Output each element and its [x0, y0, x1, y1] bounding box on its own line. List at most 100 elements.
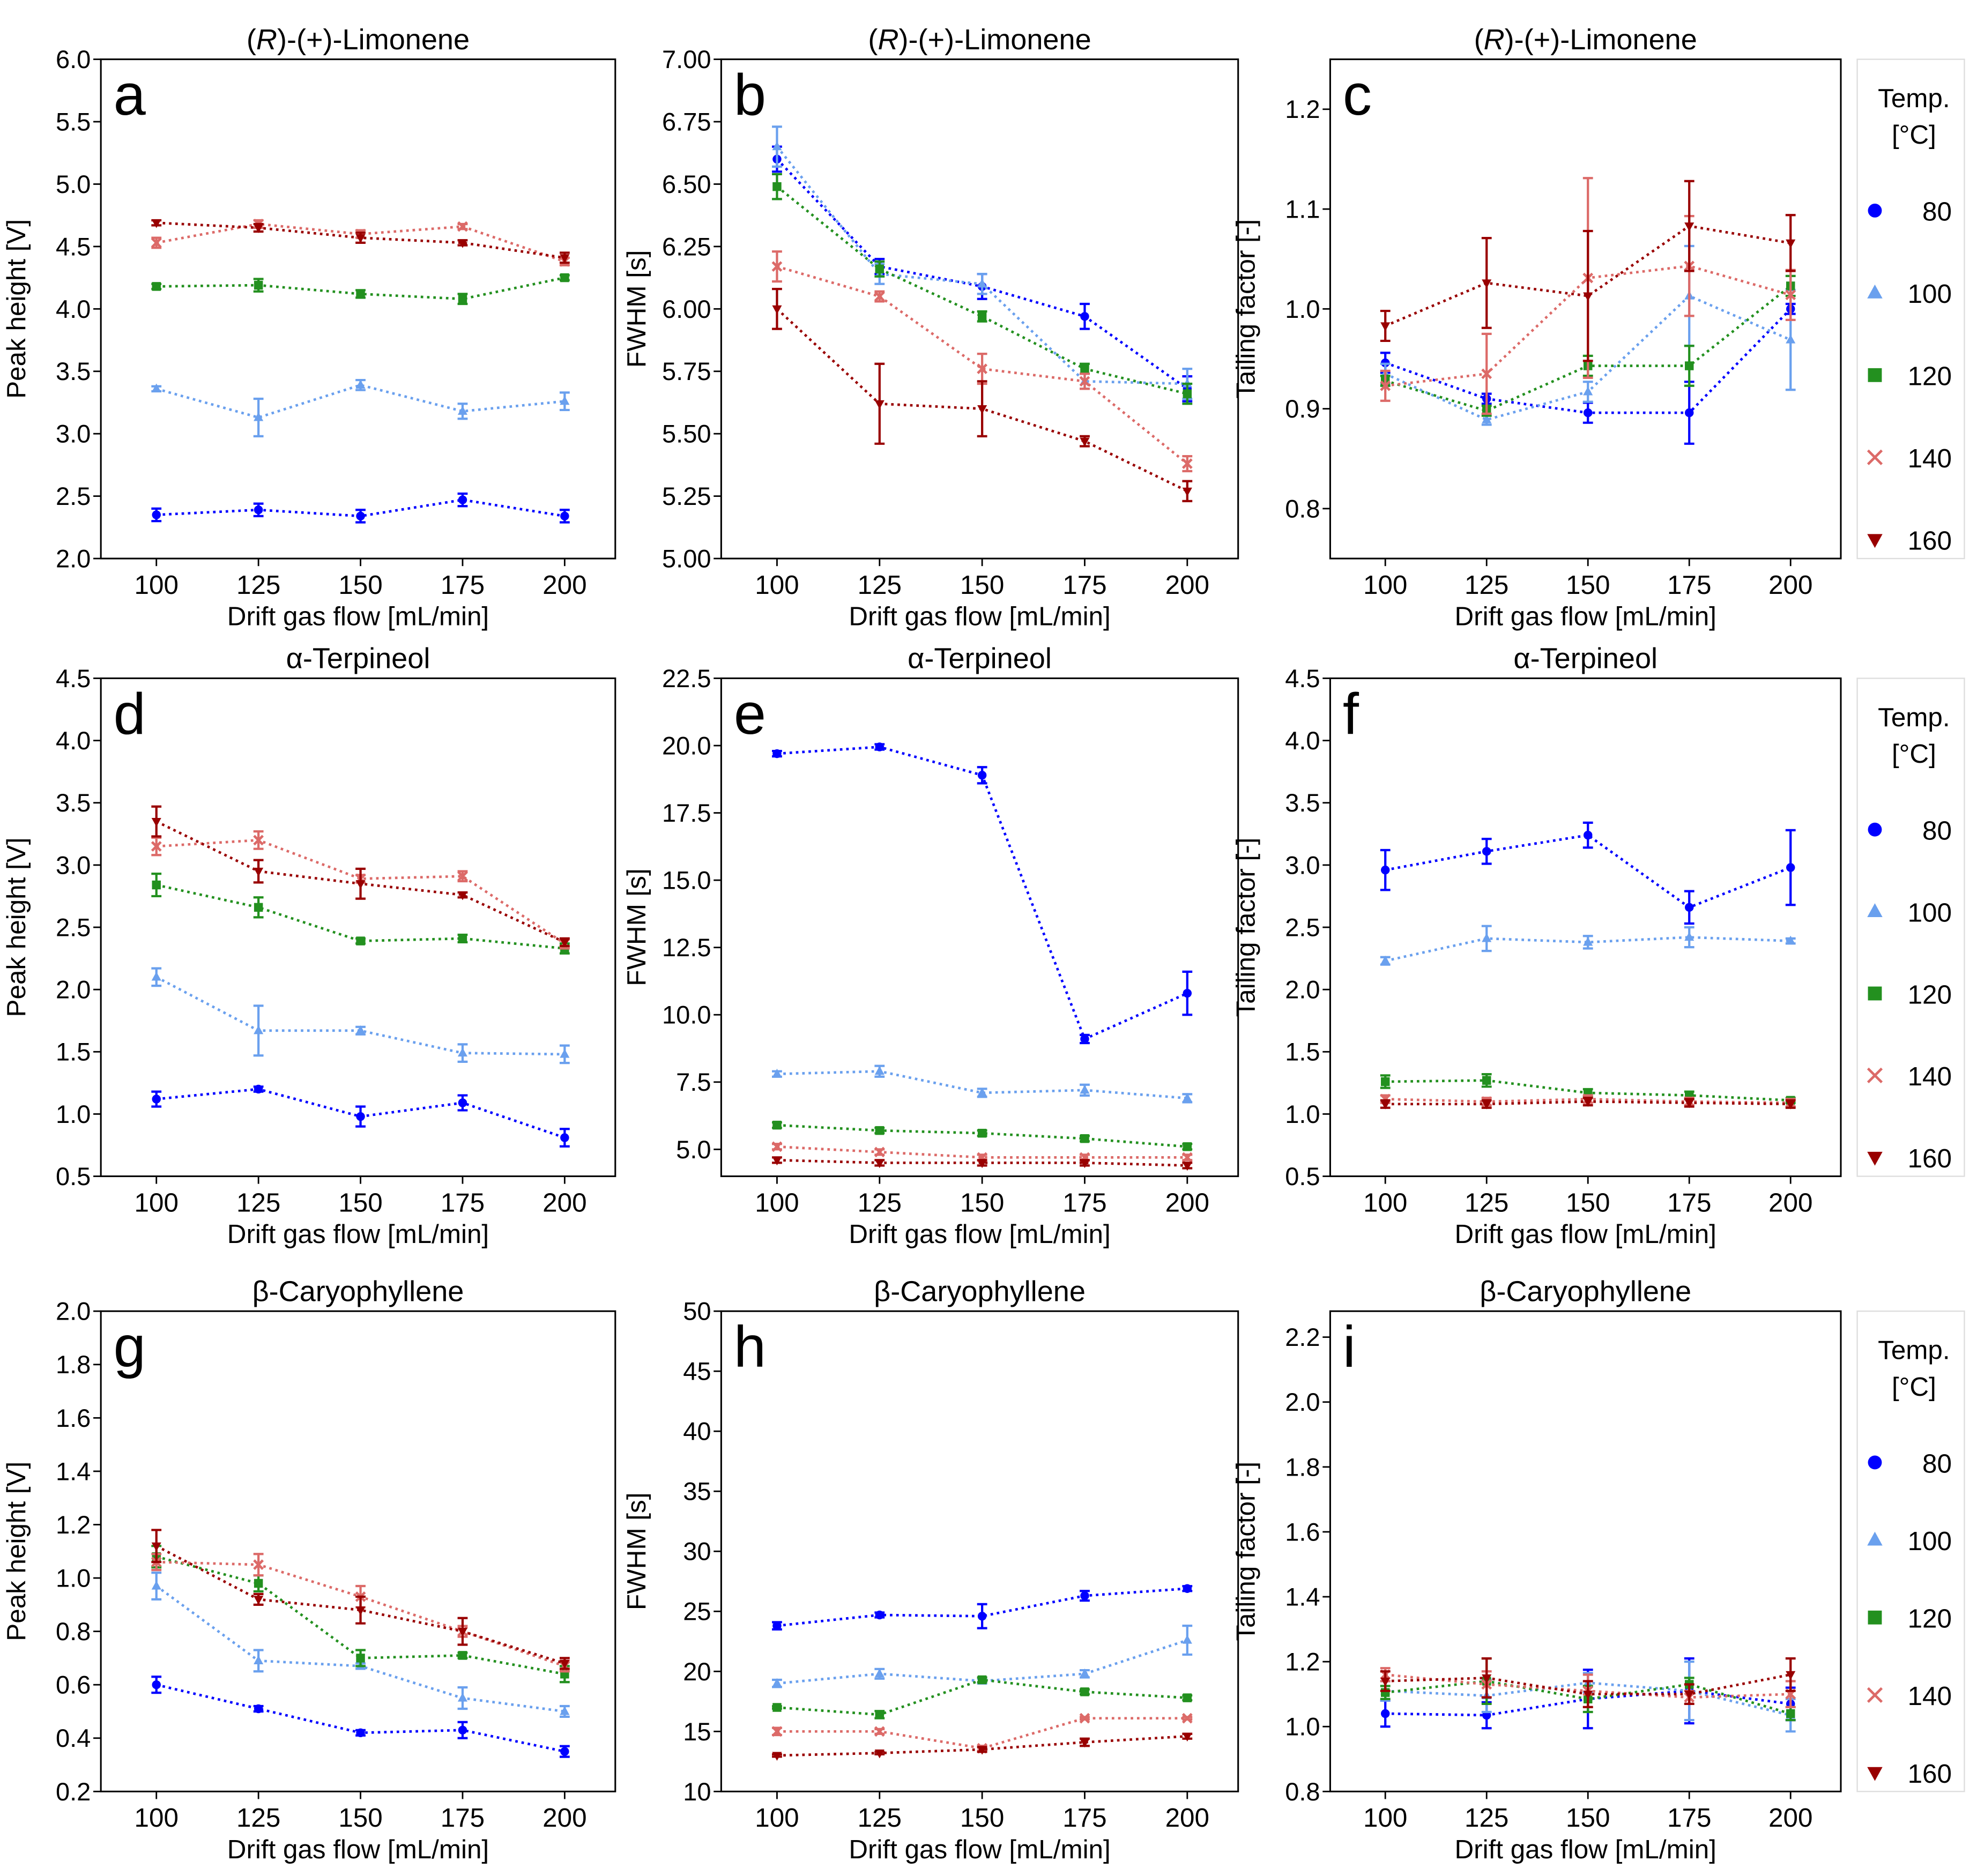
marker-triangle-up	[254, 1025, 264, 1034]
panel-letter: c	[1343, 62, 1372, 127]
y-tick-label: 0.8	[56, 1617, 91, 1646]
y-tick-label: 6.75	[662, 108, 711, 136]
marker-x	[1481, 368, 1492, 379]
legend-item-160: 160	[1867, 1144, 1952, 1173]
marker-triangle-up	[151, 972, 161, 981]
x-tick-label: 100	[755, 1188, 799, 1217]
panel-letter: g	[114, 1314, 146, 1379]
y-tick-label: 3.0	[56, 851, 91, 879]
marker-circle	[254, 1084, 263, 1094]
x-tick-label: 125	[236, 570, 280, 600]
legend-label: 120	[1908, 362, 1952, 391]
legend-item-100: 100	[1867, 898, 1952, 927]
panel-title: (R)-(+)-Limonene	[868, 24, 1091, 56]
x-tick-label: 175	[441, 1188, 485, 1217]
y-axis-label: FWHM [s]	[622, 1493, 651, 1610]
marker-square	[254, 1579, 263, 1588]
x-tick-label: 125	[1465, 570, 1508, 600]
y-axis-label: FWHM [s]	[622, 868, 651, 986]
series-80	[151, 1676, 570, 1758]
marker-square	[1080, 1687, 1089, 1696]
series-line	[1385, 833, 1792, 909]
marker-triangle-down	[874, 400, 885, 410]
y-tick-label: 6.50	[662, 170, 711, 198]
legend: Temp. [°C] 80 100 120 140 160	[1856, 678, 1965, 1177]
marker-square	[1183, 1142, 1192, 1151]
x-tick-label: 100	[135, 1803, 179, 1833]
marker-x	[874, 1147, 885, 1158]
y-tick-label: 2.0	[56, 1297, 91, 1326]
y-tick-label: 30	[683, 1537, 711, 1566]
y-tick-label: 2.0	[1285, 1388, 1320, 1416]
x-tick-label: 100	[755, 1803, 799, 1833]
marker-triangle-up	[560, 1706, 570, 1715]
x-tick-label: 175	[1667, 1188, 1711, 1217]
marker-triangle-up	[151, 383, 161, 392]
x-tick-label: 125	[236, 1803, 280, 1833]
x-tick-label: 100	[1363, 1803, 1407, 1833]
y-tick-label: 5.0	[56, 170, 91, 198]
marker-x	[1867, 1067, 1883, 1083]
marker-triangle-down	[1080, 1159, 1090, 1168]
marker-triangle-down	[1867, 1767, 1883, 1781]
x-tick-label: 175	[441, 1803, 485, 1833]
marker-circle	[1080, 312, 1089, 321]
marker-triangle-down	[457, 239, 468, 248]
marker-triangle-up	[457, 1693, 468, 1702]
series-120	[772, 1675, 1193, 1719]
marker-triangle-down	[457, 891, 468, 900]
marker-x	[151, 841, 162, 852]
marker-square	[356, 1654, 365, 1663]
y-tick-label: 1.2	[1285, 95, 1320, 123]
marker-circle	[458, 1725, 467, 1735]
y-axis-label: Peak height [V]	[2, 219, 31, 399]
marker-square	[458, 1651, 467, 1660]
plot-frame	[1329, 1310, 1842, 1792]
marker-circle	[152, 1680, 161, 1689]
marker-square	[1380, 1077, 1390, 1086]
y-tick-label: 5.75	[662, 357, 711, 385]
x-tick-label: 150	[1566, 570, 1610, 600]
marker-x	[1785, 289, 1796, 301]
y-tick-label: 2.0	[56, 976, 91, 1004]
marker-square	[875, 1710, 885, 1719]
marker-triangle-up	[1867, 903, 1883, 917]
legend-item-80: 80	[1868, 197, 1952, 227]
series-line	[776, 146, 1187, 385]
y-tick-label: 2.0	[56, 545, 91, 573]
marker-triangle-down	[1583, 1098, 1593, 1107]
marker-square	[458, 294, 467, 303]
series-160	[1380, 180, 1796, 362]
series-80	[772, 1584, 1193, 1631]
x-tick-label: 200	[1165, 570, 1209, 600]
legend-label: 140	[1908, 444, 1952, 473]
legend-label: 80	[1922, 816, 1952, 846]
panel-d: α-Terpineol d 0.5 1.0 1.5 2.0 2.5 3.0 3.5 4.0 4.5 1…	[2, 643, 616, 1249]
marker-square	[875, 1126, 885, 1135]
series-100	[151, 378, 570, 437]
y-tick-label: 5.0	[676, 1135, 711, 1164]
marker-triangle-up	[1182, 1093, 1192, 1102]
marker-triangle-down	[1380, 322, 1391, 331]
marker-triangle-up	[254, 412, 264, 421]
x-tick-label: 200	[542, 1803, 586, 1833]
x-tick-label: 175	[1062, 1188, 1106, 1217]
y-tick-label: 0.5	[56, 1162, 91, 1190]
x-axis-label: Drift gas flow [mL/min]	[1455, 1835, 1716, 1864]
y-tick-label: 2.2	[1285, 1323, 1320, 1351]
series-line	[777, 1159, 1187, 1167]
marker-circle	[560, 511, 569, 521]
y-tick-label: 0.4	[56, 1724, 91, 1752]
y-tick-label: 22.5	[662, 664, 711, 693]
marker-triangle-up	[1380, 955, 1391, 965]
marker-triangle-up	[1080, 1668, 1090, 1678]
y-tick-label: 20	[683, 1657, 711, 1686]
marker-circle	[1868, 203, 1882, 218]
legend-title: Temp.	[1878, 703, 1950, 732]
series-line	[777, 746, 1188, 1041]
marker-x	[253, 1559, 264, 1570]
marker-circle	[1786, 863, 1795, 872]
y-tick-label: 0.2	[56, 1777, 91, 1806]
marker-x	[771, 1141, 783, 1152]
marker-square	[152, 282, 161, 291]
